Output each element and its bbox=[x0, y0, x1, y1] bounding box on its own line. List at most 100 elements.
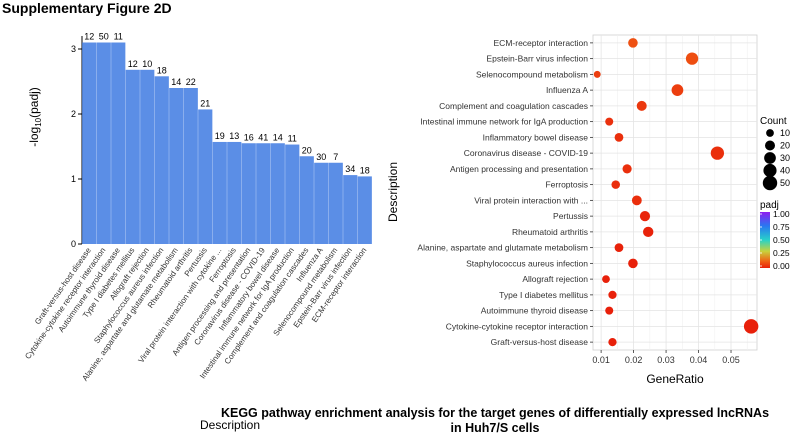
dot-category-label: Epstein-Barr virus infection bbox=[486, 54, 588, 64]
bar bbox=[169, 88, 184, 244]
bar bbox=[227, 141, 242, 244]
dot-point bbox=[622, 164, 632, 174]
bar-value-label: 11 bbox=[114, 32, 123, 42]
dot-category-label: Allograft rejection bbox=[522, 274, 588, 284]
bar-value-label: 14 bbox=[273, 132, 283, 142]
dot-point bbox=[628, 258, 638, 269]
bar bbox=[125, 69, 140, 244]
bar-value-label: 18 bbox=[360, 165, 370, 175]
size-legend-dot bbox=[762, 175, 778, 191]
bar-value-label: 13 bbox=[229, 131, 239, 141]
bar bbox=[82, 42, 97, 244]
dot-category-label: Ferroptosis bbox=[545, 180, 588, 190]
color-legend-title: padj bbox=[760, 200, 779, 211]
bar-value-label: 20 bbox=[302, 145, 312, 155]
bar bbox=[241, 143, 256, 244]
bar-value-label: 34 bbox=[345, 164, 355, 174]
bar-value-label: 12 bbox=[128, 59, 138, 69]
dot-point bbox=[614, 243, 624, 253]
bar bbox=[198, 109, 213, 244]
figure-title: Supplementary Figure 2D bbox=[2, 0, 172, 16]
size-legend-label: 10 bbox=[780, 128, 790, 138]
color-legend-label: 0.25 bbox=[773, 248, 790, 258]
bar-y-axis-label: -log10(padj) bbox=[27, 87, 43, 147]
dot-y-axis-label: Description bbox=[386, 162, 400, 222]
dot-point bbox=[605, 117, 614, 126]
dot-point bbox=[710, 146, 725, 160]
bar-y-tick-label: 1 bbox=[71, 174, 76, 184]
dot-category-label: Antigen processing and presentation bbox=[450, 164, 588, 174]
dot-point bbox=[631, 195, 642, 206]
dot-point bbox=[636, 100, 647, 111]
dot-x-tick-label: 0.01 bbox=[592, 355, 610, 365]
bar bbox=[183, 88, 198, 244]
size-legend-title: Count bbox=[760, 116, 787, 127]
dot-x-tick-label: 0.04 bbox=[690, 355, 708, 365]
caption-line-2: in Huh7/S cells bbox=[450, 421, 540, 435]
bar bbox=[285, 144, 300, 244]
size-legend-dot bbox=[764, 152, 776, 164]
dot-x-tick-label: 0.05 bbox=[722, 355, 740, 365]
dot-point bbox=[671, 84, 684, 96]
bar bbox=[212, 141, 227, 244]
dot-category-label: Staphylococcus aureus infection bbox=[466, 258, 588, 268]
color-legend-label: 0.50 bbox=[773, 235, 790, 245]
bar-y-label-sub: 10 bbox=[34, 117, 43, 126]
bar bbox=[256, 143, 271, 244]
bar bbox=[343, 175, 358, 244]
bar-value-label: 21 bbox=[200, 98, 210, 108]
bar-y-tick-label: 3 bbox=[71, 44, 76, 54]
dot-category-label: Complement and coagulation cascades bbox=[439, 101, 588, 111]
dot-x-tick-label: 0.02 bbox=[625, 355, 643, 365]
dot-point bbox=[608, 337, 617, 347]
dot-point bbox=[608, 290, 617, 300]
dot-point bbox=[593, 70, 601, 78]
bar-value-label: 14 bbox=[171, 77, 181, 87]
dot-category-label: Graft-versus-host disease bbox=[491, 337, 589, 347]
bar-value-label: 16 bbox=[244, 132, 254, 142]
bar-y-label-suffix: (padj) bbox=[27, 87, 41, 118]
dot-category-label: Cytokine-cytokine receptor interaction bbox=[446, 321, 588, 331]
dot-point bbox=[611, 180, 620, 189]
bar bbox=[328, 162, 343, 244]
bar-value-label: 19 bbox=[215, 131, 225, 141]
dot-point bbox=[602, 275, 610, 284]
dot-point bbox=[685, 52, 699, 65]
bar-value-label: 10 bbox=[142, 59, 152, 69]
bar bbox=[96, 42, 111, 244]
caption-line-1: KEGG pathway enrichment analysis for the… bbox=[220, 406, 770, 420]
dot-category-label: Intestinal immune network for IgA produc… bbox=[420, 117, 588, 127]
dot-point bbox=[639, 211, 651, 222]
size-legend-label: 30 bbox=[780, 153, 790, 163]
size-legend-dot bbox=[763, 163, 777, 178]
dot-x-axis-label: GeneRatio bbox=[646, 372, 704, 386]
bar bbox=[140, 69, 155, 244]
bar-value-label: 30 bbox=[316, 152, 326, 162]
bar bbox=[111, 42, 126, 244]
bar-y-label-prefix: -log bbox=[27, 127, 41, 147]
dot-point bbox=[743, 319, 759, 334]
dot-category-label: Selenocompound metabolism bbox=[476, 69, 588, 79]
dot-point bbox=[643, 226, 654, 238]
dot-category-label: Coronavirus disease - COVID-19 bbox=[464, 148, 589, 158]
bar-y-tick-label: 2 bbox=[71, 109, 76, 119]
dot-point bbox=[614, 132, 624, 142]
bar-y-tick-label: 0 bbox=[71, 239, 76, 249]
bar-value-label: 41 bbox=[258, 132, 268, 142]
bar-value-label: 18 bbox=[157, 65, 167, 75]
bar-value-label: 50 bbox=[99, 32, 109, 42]
dot-category-label: Viral protein interaction with ... bbox=[474, 195, 588, 205]
dot-category-label: Rheumatoid arthritis bbox=[512, 227, 588, 237]
bar-value-label: 22 bbox=[186, 77, 196, 87]
size-legend-label: 40 bbox=[780, 166, 790, 176]
svg-text:-log10(padj): -log10(padj) bbox=[27, 87, 43, 147]
color-legend-label: 0.75 bbox=[773, 222, 790, 232]
bar-x-axis-label: Description bbox=[200, 418, 261, 432]
dot-category-label: Influenza A bbox=[546, 85, 588, 95]
dot-point bbox=[628, 38, 638, 48]
size-legend-label: 20 bbox=[780, 141, 790, 151]
size-legend-dot bbox=[764, 140, 776, 151]
dot-category-label: Pertussis bbox=[553, 211, 588, 221]
